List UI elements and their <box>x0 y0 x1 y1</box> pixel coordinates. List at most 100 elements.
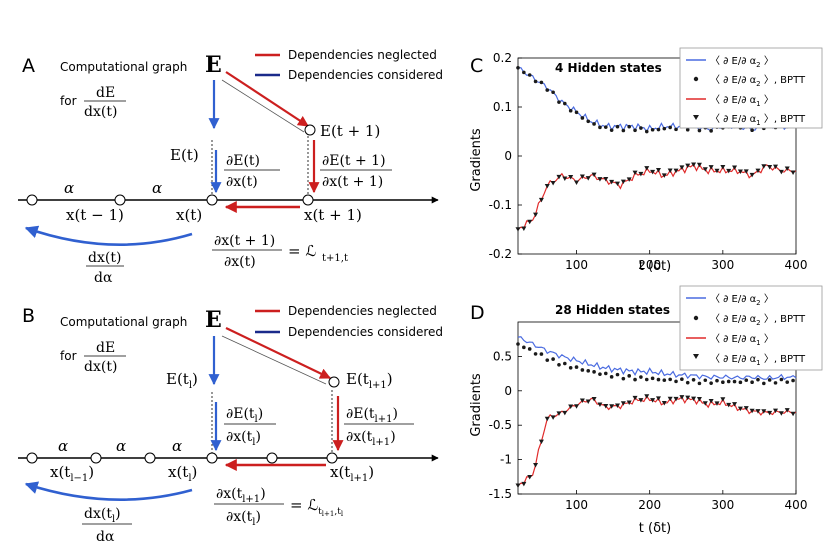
panel-b-x-t-close: ) <box>192 463 198 481</box>
panel-d-series-3-point-14 <box>556 411 562 416</box>
panel-d-series-3-point-30 <box>603 403 609 409</box>
panel-d-series-3-point-44 <box>644 394 650 399</box>
panel-c-series-3-point-12 <box>550 180 556 186</box>
panel-c-series-1-point-24 <box>586 119 591 124</box>
panel-d-series-1-point-56 <box>680 377 684 382</box>
panel-d-ytick-label-0: -1.5 <box>489 487 512 501</box>
panel-d-series-3-point-6 <box>533 463 539 468</box>
panel-c-legend-2-main: 〈 ∂ E/∂ α <box>710 94 757 106</box>
panel-c-xtick-label-0: 100 <box>565 258 588 272</box>
panel-d: D 28 Hidden states Gradients t (δt) 100 2… <box>469 285 823 536</box>
panel-b-dE1-den: ∂x(tl+1) <box>346 429 396 448</box>
panel-a-arrow-dx-dalpha <box>24 225 193 246</box>
panel-c-series-1-point-20 <box>574 110 579 115</box>
panel-c-legend-0-tail: 〉 <box>761 55 774 67</box>
panel-d-series-line-0 <box>517 336 797 381</box>
panel-d-series-1-point-52 <box>668 377 672 382</box>
panel-c-series-3-point-94 <box>790 170 796 175</box>
panel-c-ytick-label-4: 0.2 <box>493 51 512 65</box>
panel-d-series-3-point-54 <box>673 396 679 402</box>
panel-b-E-t1-close: ) <box>387 370 393 388</box>
panel-c-ticks: 100 200 300 400 -0.2 -0.1 0 0.1 0.2 <box>489 51 808 272</box>
panel-d-series-1-point-84 <box>762 381 766 386</box>
panel-b-dE1-den-main: ∂x(t <box>346 429 373 445</box>
panel-b-arrow-dx-dalpha <box>24 481 193 501</box>
panel-d-series-3-point-86 <box>767 410 773 416</box>
panel-a-frac-den: dx(t) <box>84 104 117 120</box>
panel-d-series-1-point-58 <box>685 380 690 385</box>
panel-c-legend-1-tail: 〉, BPTT <box>761 74 806 86</box>
panel-b-jac-sub-a: l+1 <box>322 510 335 518</box>
panel-d-series-1-point-24 <box>586 369 591 373</box>
panel-d-series-1-point-94 <box>791 378 795 383</box>
panel-c-series-1-point-42 <box>639 126 643 130</box>
panel-c-legend-0: 〈 ∂ E/∂ α2 〉 <box>710 55 774 69</box>
panel-d-label: D <box>470 302 485 324</box>
panel-d-series-1-point-34 <box>615 372 620 377</box>
panel-a-dE1-num: ∂E(t + 1) <box>322 153 386 169</box>
panel-c-series-3-point-84 <box>761 164 767 169</box>
panel-d-series-3-point-60 <box>691 396 697 402</box>
panel-d-series-3-point-4 <box>527 475 533 480</box>
panel-d-series-1-point-72 <box>726 379 731 384</box>
panel-d-series-1-point-82 <box>756 377 760 382</box>
panel-d-legend: 〈 ∂ E/∂ α2 〉 〈 ∂ E/∂ α2 〉, BPTT 〈 ∂ E/∂ … <box>679 285 823 371</box>
panel-c-series-3-point-72 <box>726 168 732 174</box>
panel-a-node-0 <box>26 194 38 206</box>
panel-b-x-tm1-close: ) <box>88 463 94 481</box>
panel-d-series-1-point-18 <box>568 365 573 370</box>
panel-d-series-1-point-30 <box>603 371 608 376</box>
panel-d-series-1-point-8 <box>539 352 544 356</box>
panel-b-comp-graph: Computational graph <box>60 315 187 329</box>
panel-d-series-3-point-24 <box>585 399 591 405</box>
panel-c-series-1-point-28 <box>598 125 602 130</box>
panel-b-jac-sub-comma: ,t <box>334 507 341 517</box>
panel-a-dx-num: dx(t) <box>88 250 121 266</box>
panel-d-series-3-point-72 <box>726 402 732 408</box>
panel-d-legend-box <box>679 285 823 371</box>
panel-d-series-3-point-82 <box>755 409 761 414</box>
panel-d-series-3-point-18 <box>568 404 574 409</box>
panel-b-dE-num-sub: l <box>255 414 258 425</box>
panel-c-legend-3-tail: 〉, BPTT <box>761 113 806 125</box>
panel-c-series-3-point-0 <box>515 227 521 232</box>
panel-d-series-1-point-46 <box>650 376 655 381</box>
panel-c-legend-swatch-1 <box>693 76 699 82</box>
panel-b-dx-num-sub: l <box>112 514 115 525</box>
panel-c-series-1-point-80 <box>750 128 754 133</box>
panel-d-legend-3-main: 〈 ∂ E/∂ α <box>710 353 757 365</box>
panel-b-dE1-num-sub: l+1 <box>375 414 393 425</box>
panel-c-series-3-point-30 <box>603 176 609 182</box>
panel-d-series-3-point-12 <box>550 415 556 420</box>
panel-d-series-1-point-86 <box>767 378 772 382</box>
panel-c-series-3-point-18 <box>568 174 574 180</box>
panel-d-legend-swatch-3 <box>693 354 699 359</box>
panel-b-jac-eq: = ℒtl+1,tl <box>290 496 344 518</box>
panel-b-jac-sub: t <box>318 507 322 517</box>
panel-d-series-3-point-68 <box>714 401 720 406</box>
panel-c-series-3-point-14 <box>556 174 562 180</box>
panel-c-series-1-point-46 <box>650 127 655 132</box>
panel-c-series-3-point-88 <box>773 164 779 170</box>
panel-c-series-3-point-50 <box>661 173 667 178</box>
panel-d-ytick-label-1: -1 <box>500 453 512 467</box>
panel-d-series-3-point-48 <box>655 396 661 401</box>
panel-a-x-tm1: x(t − 1) <box>66 206 124 224</box>
panel-b-dE1-num: ∂E(tl+1) <box>346 406 398 425</box>
panel-b-node-4 <box>266 452 278 464</box>
panel-d-series-1-point-90 <box>779 377 784 382</box>
panel-d-series-3-point-8 <box>538 439 544 445</box>
panel-d-series-3-point-38 <box>626 400 632 406</box>
panel-b-x-t1-main: x(t <box>330 463 350 481</box>
panel-a-label: A <box>22 55 35 77</box>
panel-d-title: 28 Hidden states <box>555 303 670 317</box>
panel-b-dE-num: ∂E(tl) <box>226 406 263 425</box>
panel-c-series-3-point-76 <box>737 169 743 175</box>
panel-c-series-1-point-50 <box>662 126 667 131</box>
panel-b-arrow-E-Et1-thin <box>221 335 327 385</box>
panel-c-series-1-point-32 <box>609 128 614 132</box>
panel-b-legend-neglected: Dependencies neglected <box>288 304 437 318</box>
panel-d-ytick-label-2: -0.5 <box>489 418 512 432</box>
panel-c-series-1-point-6 <box>533 79 538 84</box>
panel-c-series-3-point-74 <box>732 165 738 170</box>
